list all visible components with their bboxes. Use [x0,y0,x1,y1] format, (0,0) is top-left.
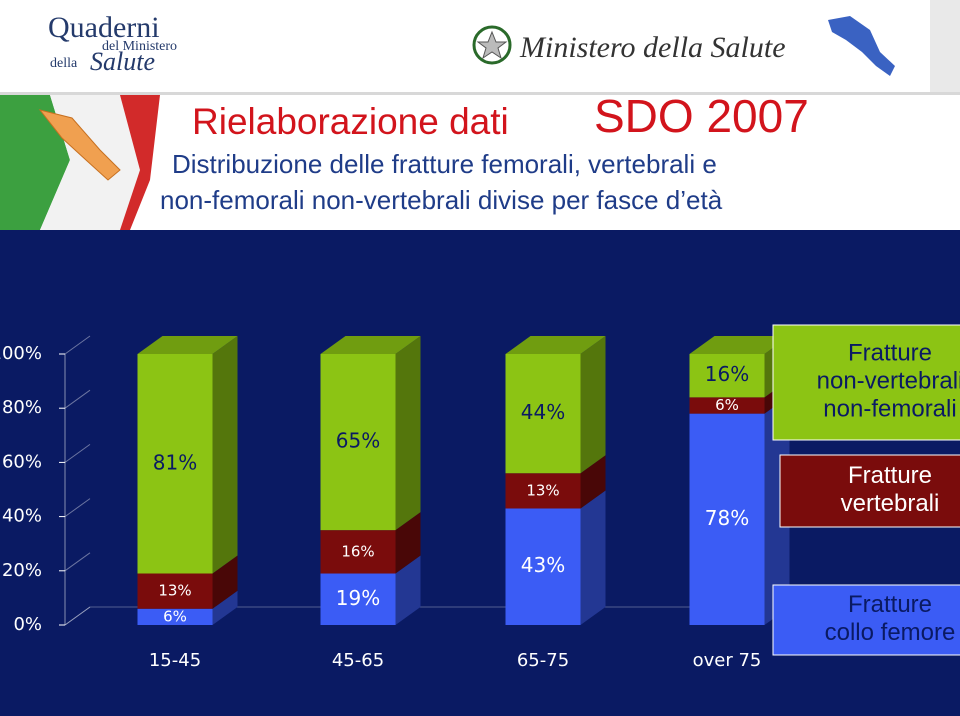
bar-side [580,490,606,625]
data-label: 16% [341,542,374,560]
logo-line: Salute [90,47,155,76]
title-year: SDO 2007 [594,90,809,142]
data-label: 81% [153,450,197,474]
emblem-star [476,30,508,60]
bar-top [320,336,421,354]
back-grid [64,606,91,626]
bar [320,354,396,531]
bar [505,508,581,625]
subtitle: non-femorali non-vertebrali divise per f… [160,185,723,215]
bar [137,573,213,609]
logo-line: del Ministero [102,39,177,54]
legend-box [772,584,960,656]
bar [137,608,213,625]
logo-line: della [50,56,78,71]
y-tick-label: 100% [0,343,42,364]
bar [689,354,765,398]
bar-side [395,336,421,531]
data-label: 6% [715,396,739,414]
back-grid [64,335,91,355]
bar-side [212,336,238,574]
logo-line: Quaderni [48,11,160,44]
legend-label: Fratture non-vertebrali non-femorali [817,340,960,423]
title-main: Rielaborazione dati [192,101,509,142]
subtitle: Distribuzione delle fratture femorali, v… [172,149,717,179]
bar [689,413,765,625]
bar-top [505,336,606,354]
data-label: 78% [705,506,749,530]
legend-box [779,454,960,528]
y-tick-label: 20% [2,560,42,581]
bar-side [580,336,606,474]
bar-side [212,555,238,609]
logo-right: Ministero della Salute [519,31,786,64]
bar-side [395,555,421,625]
data-label: 44% [521,400,565,424]
header-bg [0,0,960,230]
back-grid [64,443,91,463]
logo-left: Quaderni del Ministero della Salute [48,11,177,76]
x-tick-label: 15-45 [149,650,201,671]
back-grid [64,498,91,518]
data-label: 19% [336,586,380,610]
bar-side [212,590,238,625]
bar [505,354,581,474]
legend-label: Fratture collo femore [825,591,956,646]
back-grid [64,552,91,572]
bar-top [137,336,238,354]
y-tick-label: 40% [2,506,42,527]
emblem [472,25,512,65]
y-tick-label: 0% [13,614,42,635]
legend-label: Fratture vertebrali [841,462,940,517]
bar [320,530,396,574]
data-label: 13% [158,582,191,600]
data-label: 43% [521,553,565,577]
legend-box [772,324,960,441]
x-tick-label: over 75 [693,650,762,671]
bar-side [764,395,790,625]
bar [505,473,581,509]
data-label: 16% [705,362,749,386]
italy-map [828,16,895,76]
data-label: 13% [526,481,559,499]
back-grid [64,389,91,409]
x-tick-label: 45-65 [332,650,384,671]
header-corner [930,0,960,92]
x-tick-label: 65-75 [517,650,569,671]
y-tick-label: 60% [2,451,42,472]
chart: 0% 20% 40% 60% 80% 100% 6% 13% 81% 15-45 19% 16% 65%… [0,324,960,671]
data-label: 6% [163,607,187,625]
bar [320,573,396,625]
y-tick-label: 80% [2,397,42,418]
bar-side [395,512,421,574]
header-rule [0,92,960,95]
bar-side [580,455,606,509]
bar-top [689,336,790,354]
data-label: 65% [336,429,380,453]
bar [137,354,213,574]
bar [689,397,765,414]
flag [0,95,160,230]
